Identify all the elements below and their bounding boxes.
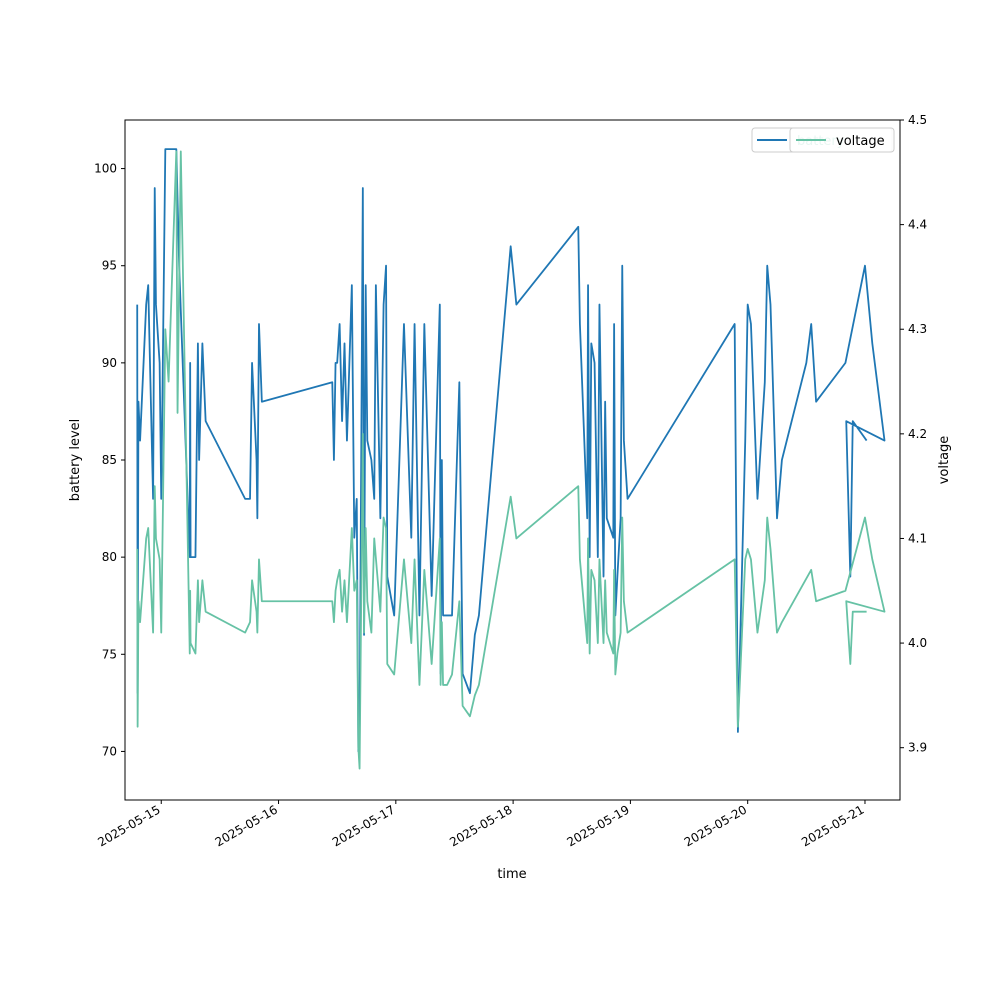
battery-series-line <box>136 148 886 753</box>
right-y-axis-title: voltage <box>937 436 952 485</box>
legend-box <box>789 127 895 153</box>
right-y-tick-label: 3.9 <box>908 741 927 755</box>
left-y-axis-title: battery level <box>68 419 83 502</box>
voltage-series-line <box>136 150 886 770</box>
legend-entry-voltage: voltage <box>789 127 895 153</box>
right-y-tick-label: 4.0 <box>908 636 927 650</box>
legend: batteryvoltage <box>751 127 895 153</box>
left-y-tick-label: 95 <box>102 259 117 273</box>
legend-label-voltage: voltage <box>836 134 885 149</box>
left-y-tick-label: 90 <box>102 356 117 370</box>
left-y-tick-label: 75 <box>102 647 117 661</box>
right-y-tick-label: 4.3 <box>908 322 927 336</box>
right-y-tick-label: 4.1 <box>908 531 927 545</box>
right-y-tick-label: 4.4 <box>908 218 927 232</box>
left-y-tick-label: 100 <box>94 162 117 176</box>
right-y-tick-label: 4.5 <box>908 113 927 127</box>
left-y-tick-label: 80 <box>102 550 117 564</box>
x-axis-title: time <box>497 867 526 882</box>
left-y-tick-label: 85 <box>102 453 117 467</box>
left-y-tick-label: 70 <box>102 744 117 758</box>
right-y-tick-label: 4.2 <box>908 427 927 441</box>
